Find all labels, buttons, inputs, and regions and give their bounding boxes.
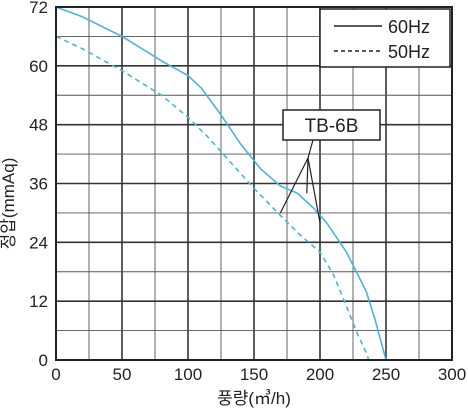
x-tick-label: 300: [438, 365, 466, 384]
x-axis-title: 풍량(㎥/h): [217, 389, 291, 408]
series-line-60Hz: [55, 6, 387, 361]
y-tick-label: 0: [39, 351, 48, 370]
callout-pointer: [306, 157, 309, 194]
callout-pointer: [279, 157, 309, 214]
y-axis-title: 정압(mmAq): [0, 158, 18, 250]
callout-box: [282, 109, 381, 141]
frame-layer: [55, 6, 453, 361]
y-tick-label: 60: [29, 57, 48, 76]
series-line-50Hz: [55, 35, 370, 361]
series-layer: [55, 6, 387, 361]
callout-pointer: [307, 157, 321, 223]
callout-layer: TB-6B: [279, 109, 381, 223]
callout-label: TB-6B: [305, 116, 359, 137]
x-tick-label: 100: [174, 365, 202, 384]
legend: 60Hz 50Hz: [319, 8, 451, 68]
x-tick-label: 150: [240, 365, 268, 384]
x-tick-label: 0: [51, 365, 60, 384]
y-tick-label: 72: [29, 0, 48, 17]
y-tick-label: 12: [29, 292, 48, 311]
y-tick-label: 36: [29, 175, 48, 194]
legend-box: [319, 8, 451, 68]
legend-label-60Hz: 60Hz: [388, 17, 430, 37]
tick-label-layer: 0 50 100 150 200 250 300 0 12 24 36 48 60 72: [29, 0, 466, 384]
x-tick-label: 250: [372, 365, 400, 384]
legend-label-50Hz: 50Hz: [388, 42, 430, 62]
x-tick-label: 200: [306, 365, 334, 384]
x-tick-label: 50: [113, 365, 132, 384]
y-tick-label: 48: [29, 116, 48, 135]
callout-leader: [307, 139, 314, 159]
plot-frame: [55, 6, 453, 361]
y-tick-label: 24: [29, 233, 48, 252]
